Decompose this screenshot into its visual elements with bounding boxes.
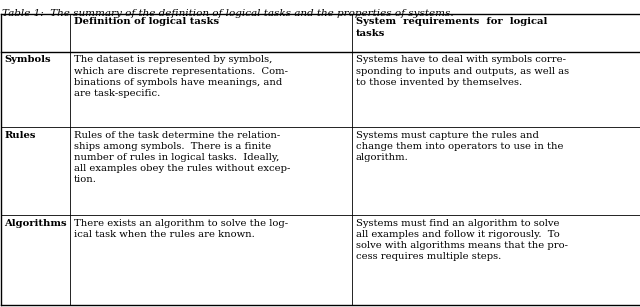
Text: System  requirements  for  logical
tasks: System requirements for logical tasks [355, 17, 547, 37]
Text: Rules of the task determine the relation-
ships among symbols.  There is a finit: Rules of the task determine the relation… [74, 130, 290, 184]
Text: Systems have to deal with symbols corre-
sponding to inputs and outputs, as well: Systems have to deal with symbols corre-… [355, 56, 568, 87]
Text: Table 1:  The summary of the definition of logical tasks and the properties of s: Table 1: The summary of the definition o… [2, 9, 454, 18]
Text: Algorithms: Algorithms [4, 219, 67, 227]
Text: Systems must capture the rules and
change them into operators to use in the
algo: Systems must capture the rules and chang… [355, 130, 563, 162]
Text: There exists an algorithm to solve the log-
ical task when the rules are known.: There exists an algorithm to solve the l… [74, 219, 287, 239]
Text: Rules: Rules [4, 130, 36, 139]
Text: The dataset is represented by symbols,
which are discrete representations.  Com-: The dataset is represented by symbols, w… [74, 56, 287, 98]
Text: Definition of logical tasks: Definition of logical tasks [74, 17, 219, 26]
Text: Systems must find an algorithm to solve
all examples and follow it rigorously.  : Systems must find an algorithm to solve … [355, 219, 568, 261]
Text: Symbols: Symbols [4, 56, 51, 64]
